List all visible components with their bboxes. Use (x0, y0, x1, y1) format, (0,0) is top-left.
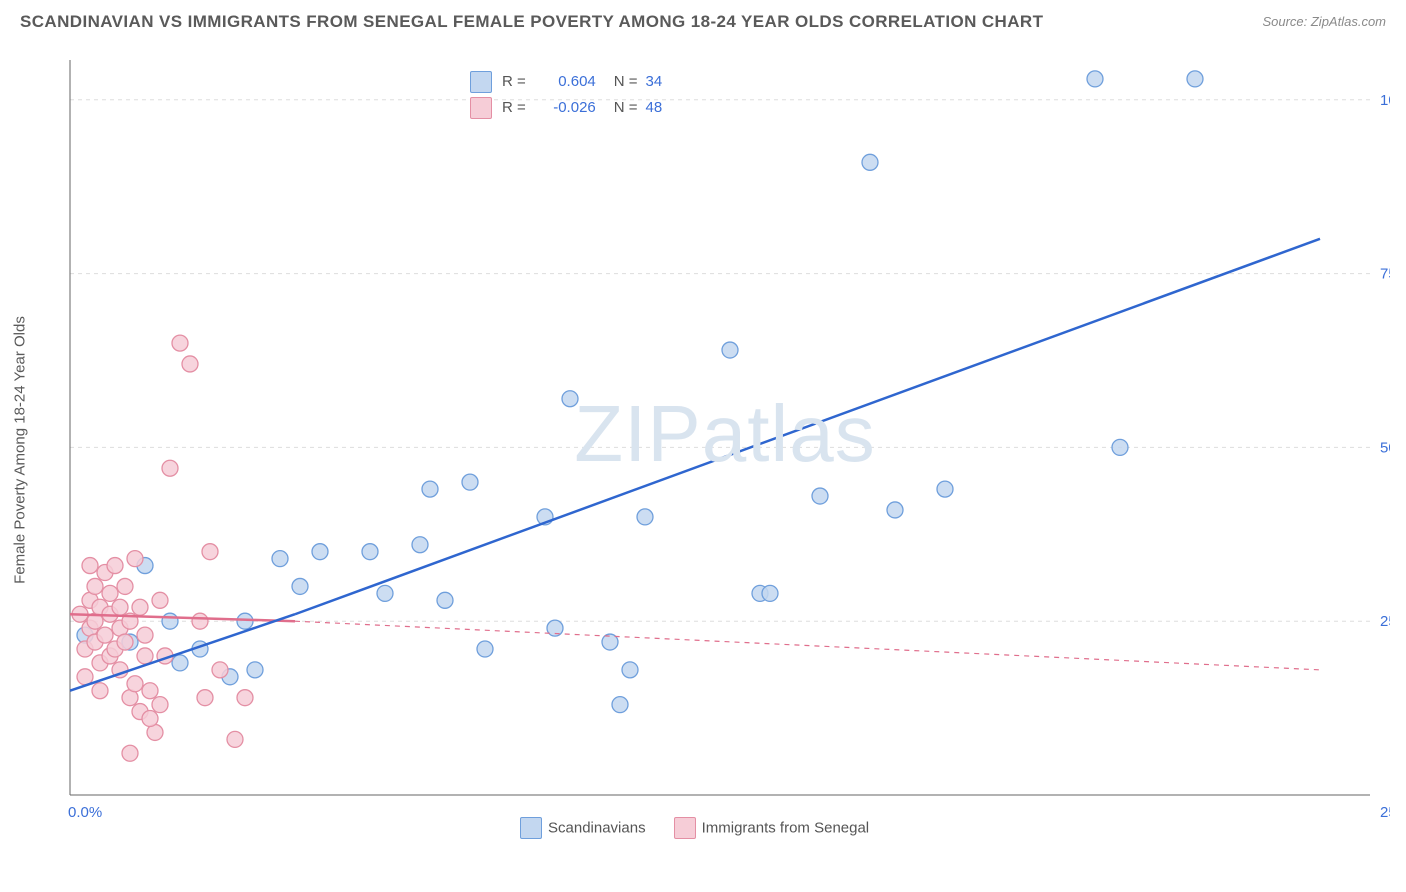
svg-text:100.0%: 100.0% (1380, 92, 1390, 109)
chart-title: SCANDINAVIAN VS IMMIGRANTS FROM SENEGAL … (20, 12, 1043, 31)
y-axis-label: Female Poverty Among 18-24 Year Olds (12, 316, 29, 584)
scatter-chart: 25.0% 50.0% 75.0% 100.0% 0.0% 25.0% (60, 55, 1390, 845)
svg-text:75.0%: 75.0% (1380, 266, 1390, 283)
svg-text:25.0%: 25.0% (1380, 613, 1390, 630)
series-legend: ScandinaviansImmigrants from Senegal (520, 817, 897, 839)
svg-text:25.0%: 25.0% (1380, 804, 1390, 821)
chart-area: Female Poverty Among 18-24 Year Olds ZIP… (60, 55, 1390, 845)
svg-text:50.0%: 50.0% (1380, 439, 1390, 456)
svg-text:0.0%: 0.0% (68, 804, 102, 821)
source-label: Source: ZipAtlas.com (1262, 14, 1386, 29)
correlation-legend: R =0.604N =34R =-0.026N =48 (470, 69, 662, 121)
